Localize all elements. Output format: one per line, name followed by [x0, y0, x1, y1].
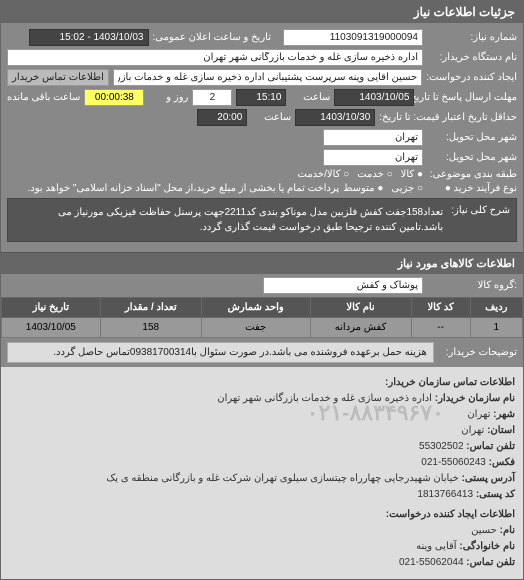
group-field[interactable]: [263, 277, 423, 294]
need-no-field[interactable]: [283, 29, 423, 46]
contact-title: اطلاعات تماس سازمان خریدار:: [9, 375, 515, 391]
days-label: روز و: [148, 92, 188, 103]
province-label: استان:: [487, 425, 515, 436]
phone-value: 55302502: [419, 441, 464, 452]
radio-goods[interactable]: ● کالا: [401, 169, 423, 180]
postal-value: خیابان شهیدرجایی چهارراه چیتسازی سیلوی ت…: [106, 473, 458, 484]
table-cell: --: [411, 318, 470, 338]
process-radio-group: ○ جزیی ● متوسط: [343, 183, 423, 194]
creator-field[interactable]: [113, 69, 422, 86]
contact-city-value: تهران: [467, 409, 490, 420]
radio-service[interactable]: ○ خدمت: [357, 169, 392, 180]
dev-name-field[interactable]: [7, 49, 423, 66]
creator-title: اطلاعات ایجاد کننده درخواست:: [9, 507, 515, 523]
name-value: حسین: [471, 525, 497, 536]
family-label: نام خانوادگی:: [459, 541, 515, 552]
table-row[interactable]: 1--کفش مردانهجفت1581403/10/05: [2, 318, 523, 338]
remain-time-field: [84, 89, 144, 106]
radio-both[interactable]: ○ کالا/خدمت: [298, 169, 350, 180]
currency-label: طبقه بندی موضوعی:: [427, 169, 517, 180]
description-box: شرح کلی نیاز: تعداد158جفت کفش فلزبین مدل…: [7, 198, 517, 242]
contact-city-label: شهر:: [493, 409, 515, 420]
creator-label: ایجاد کننده درخواست:: [426, 72, 517, 83]
contact-buyer-button[interactable]: اطلاعات تماس خریدار: [7, 69, 109, 86]
radio-medium[interactable]: ● متوسط: [343, 183, 383, 194]
region-label: شهر محل تحویل:: [427, 152, 517, 163]
dev-name-label: نام دستگاه خریدار:: [427, 52, 517, 63]
table-cell: 1: [470, 318, 522, 338]
phone-label: تلفن تماس:: [466, 441, 515, 452]
table-header: نام کالا: [310, 298, 411, 318]
goods-section-header: اطلاعات کالاهای مورد نیاز: [1, 252, 523, 274]
buyer-note-text: هزینه حمل برعهده فروشنده می باشد.در صورت…: [7, 342, 434, 363]
deadline-time-field: [236, 89, 286, 106]
price-valid-time-field: [197, 109, 247, 126]
time-label-2: ساعت: [251, 112, 291, 123]
city-label: شهر محل تحویل:: [427, 132, 517, 143]
deadline-date-field: [334, 89, 414, 106]
table-cell: کفش مردانه: [310, 318, 411, 338]
time-label-1: ساعت: [290, 92, 330, 103]
price-valid-date-field: [295, 109, 375, 126]
region-field[interactable]: [323, 149, 423, 166]
contact-section: اطلاعات تماس سازمان خریدار: نام سازمان خ…: [1, 367, 523, 579]
table-cell: جفت: [201, 318, 310, 338]
table-header: ردیف: [470, 298, 522, 318]
name-label: نام:: [500, 525, 515, 536]
category-radio-group: ● کالا ○ خدمت ○ کالا/خدمت: [298, 169, 424, 180]
remain-label: ساعت باقی مانده: [7, 92, 80, 103]
table-header: واحد شمارش: [201, 298, 310, 318]
table-header: تاریخ نیاز: [2, 298, 101, 318]
radio-partial[interactable]: ○ جزیی: [391, 183, 423, 194]
org-label: نام سازمان خریدار:: [435, 393, 515, 404]
table-cell: 1403/10/05: [2, 318, 101, 338]
process-label: نوع فرآیند خرید ●: [427, 183, 517, 194]
postcode-value: 1813766413: [417, 489, 473, 500]
org-value: اداره ذخیره سازی غله و خدمات بازرگانی شه…: [217, 393, 432, 404]
panel-title: جزئیات اطلاعات نیاز: [1, 1, 523, 23]
announce-field: [29, 29, 149, 46]
need-no-label: شماره نیاز:: [427, 32, 517, 43]
desc-label: شرح کلی نیاز:: [451, 205, 510, 233]
cphone-label: تلفن تماس:: [466, 557, 515, 568]
buyer-note-label: توضیحات خریدار:: [440, 345, 523, 360]
fax-value: 55060243-021: [421, 457, 486, 468]
table-header: تعداد / مقدار: [100, 298, 201, 318]
province-value: تهران: [461, 425, 484, 436]
deadline-label: مهلت ارسال پاسخ تا تاریخ:: [418, 92, 517, 103]
fax-label: فکس:: [489, 457, 515, 468]
days-field: [192, 89, 232, 106]
process-text: پرداخت تمام یا بخشی از مبلغ خرید،از محل …: [7, 183, 339, 194]
family-value: آقایی وینه: [416, 541, 457, 552]
goods-table: ردیفکد کالانام کالاواحد شمارشتعداد / مقد…: [1, 297, 523, 338]
group-label: :گروه کالا: [427, 280, 517, 291]
postcode-label: کد پستی:: [476, 489, 515, 500]
table-header: کد کالا: [411, 298, 470, 318]
table-cell: 158: [100, 318, 201, 338]
cphone-value: 55062044-021: [399, 557, 464, 568]
desc-text: تعداد158جفت کفش فلزبین مدل موناکو بندی ک…: [14, 205, 443, 235]
postal-label: آدرس پستی:: [462, 473, 515, 484]
announce-label: تاریخ و ساعت اعلان عمومی:: [153, 32, 272, 43]
price-valid-label: حداقل تاریخ اعتبار قیمت: تا تاریخ:: [379, 112, 517, 123]
city-field[interactable]: [323, 129, 423, 146]
